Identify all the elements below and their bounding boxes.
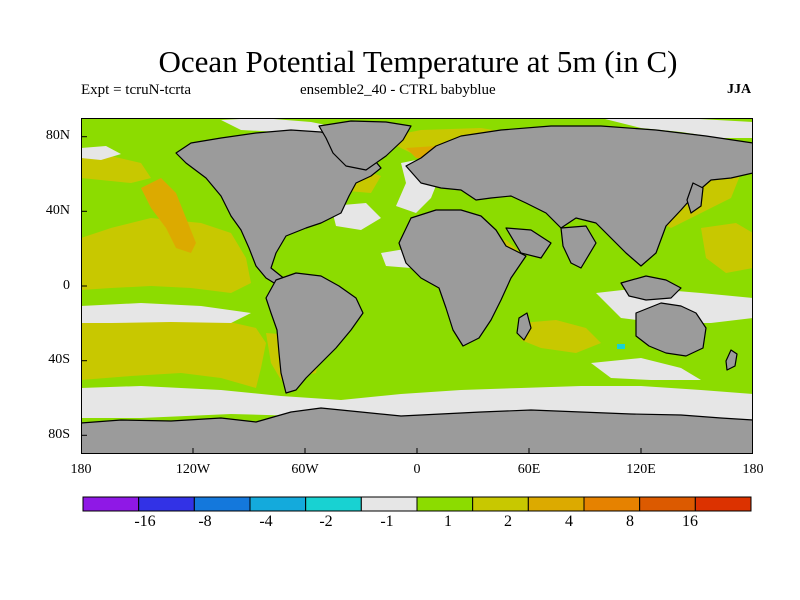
land-arabia [505, 227, 552, 259]
x-tick-label-180w: 180 [70, 462, 92, 477]
y-tick-label-40n: 40N [45, 203, 70, 218]
colorbar-label-16: 16 [682, 513, 698, 530]
land-new-zealand [725, 349, 738, 371]
colorbar-swatch [193, 496, 251, 512]
colorbar-swatch [249, 496, 307, 512]
colorbar-label-1: 1 [444, 513, 452, 530]
land-madagascar [516, 312, 532, 341]
land-antarctica [81, 407, 753, 454]
land-eurasia [405, 125, 753, 267]
colorbar-swatch [305, 496, 362, 512]
colorbar-swatch [639, 496, 696, 512]
land-africa [398, 209, 527, 347]
x-tick-label-60w: 60W [291, 462, 319, 477]
x-tick-label-120e: 120E [626, 462, 656, 477]
colorbar-label-2: 2 [504, 513, 512, 530]
experiment-label: Expt = tcruN-tcrta [81, 82, 192, 98]
map-ticks [81, 136, 642, 454]
x-tick-label-0: 0 [413, 462, 421, 477]
land-australia [635, 302, 707, 357]
colorbar-label-minus-4: -4 [259, 513, 273, 530]
colorbar-label-4: 4 [565, 513, 573, 530]
colorbar-swatch [583, 496, 641, 512]
colorbar-label-minus-1: -1 [380, 513, 394, 530]
ensemble-label: ensemble2_40 - CTRL babyblue [300, 82, 496, 98]
x-tick-label-120w: 120W [175, 462, 211, 477]
anomaly-cyan-patch [617, 344, 625, 349]
map-title: Ocean Potential Temperature at 5m (in C) [158, 44, 678, 79]
land-masses [81, 120, 753, 454]
y-tick-label-0: 0 [63, 278, 70, 293]
colorbar-label-minus-16: -16 [134, 513, 156, 530]
land-india [560, 225, 597, 269]
land-greenland [318, 120, 412, 171]
colorbar-swatch [527, 496, 585, 512]
world-map [81, 118, 753, 454]
colorbar-swatch [694, 496, 752, 512]
colorbar [82, 496, 752, 512]
colorbar-swatch [360, 496, 418, 512]
colorbar-swatch [416, 496, 474, 512]
colorbar-swatch [82, 496, 140, 512]
y-tick-label-80s: 80S [48, 427, 70, 442]
land-southeast-asia-islands [620, 275, 682, 301]
y-tick-label-80n: 80N [45, 128, 70, 143]
land-south-america [265, 272, 364, 394]
x-tick-label-60e: 60E [517, 462, 541, 477]
y-tick-label-40s: 40S [48, 352, 70, 367]
colorbar-label-minus-2: -2 [319, 513, 333, 530]
colorbar-swatch [138, 496, 195, 512]
colorbar-label-8: 8 [626, 513, 634, 530]
colorbar-label-minus-8: -8 [198, 513, 212, 530]
land-japan [686, 182, 704, 214]
season-label: JJA [727, 82, 752, 97]
colorbar-swatch [472, 496, 529, 512]
x-tick-label-180e: 180 [742, 462, 764, 477]
